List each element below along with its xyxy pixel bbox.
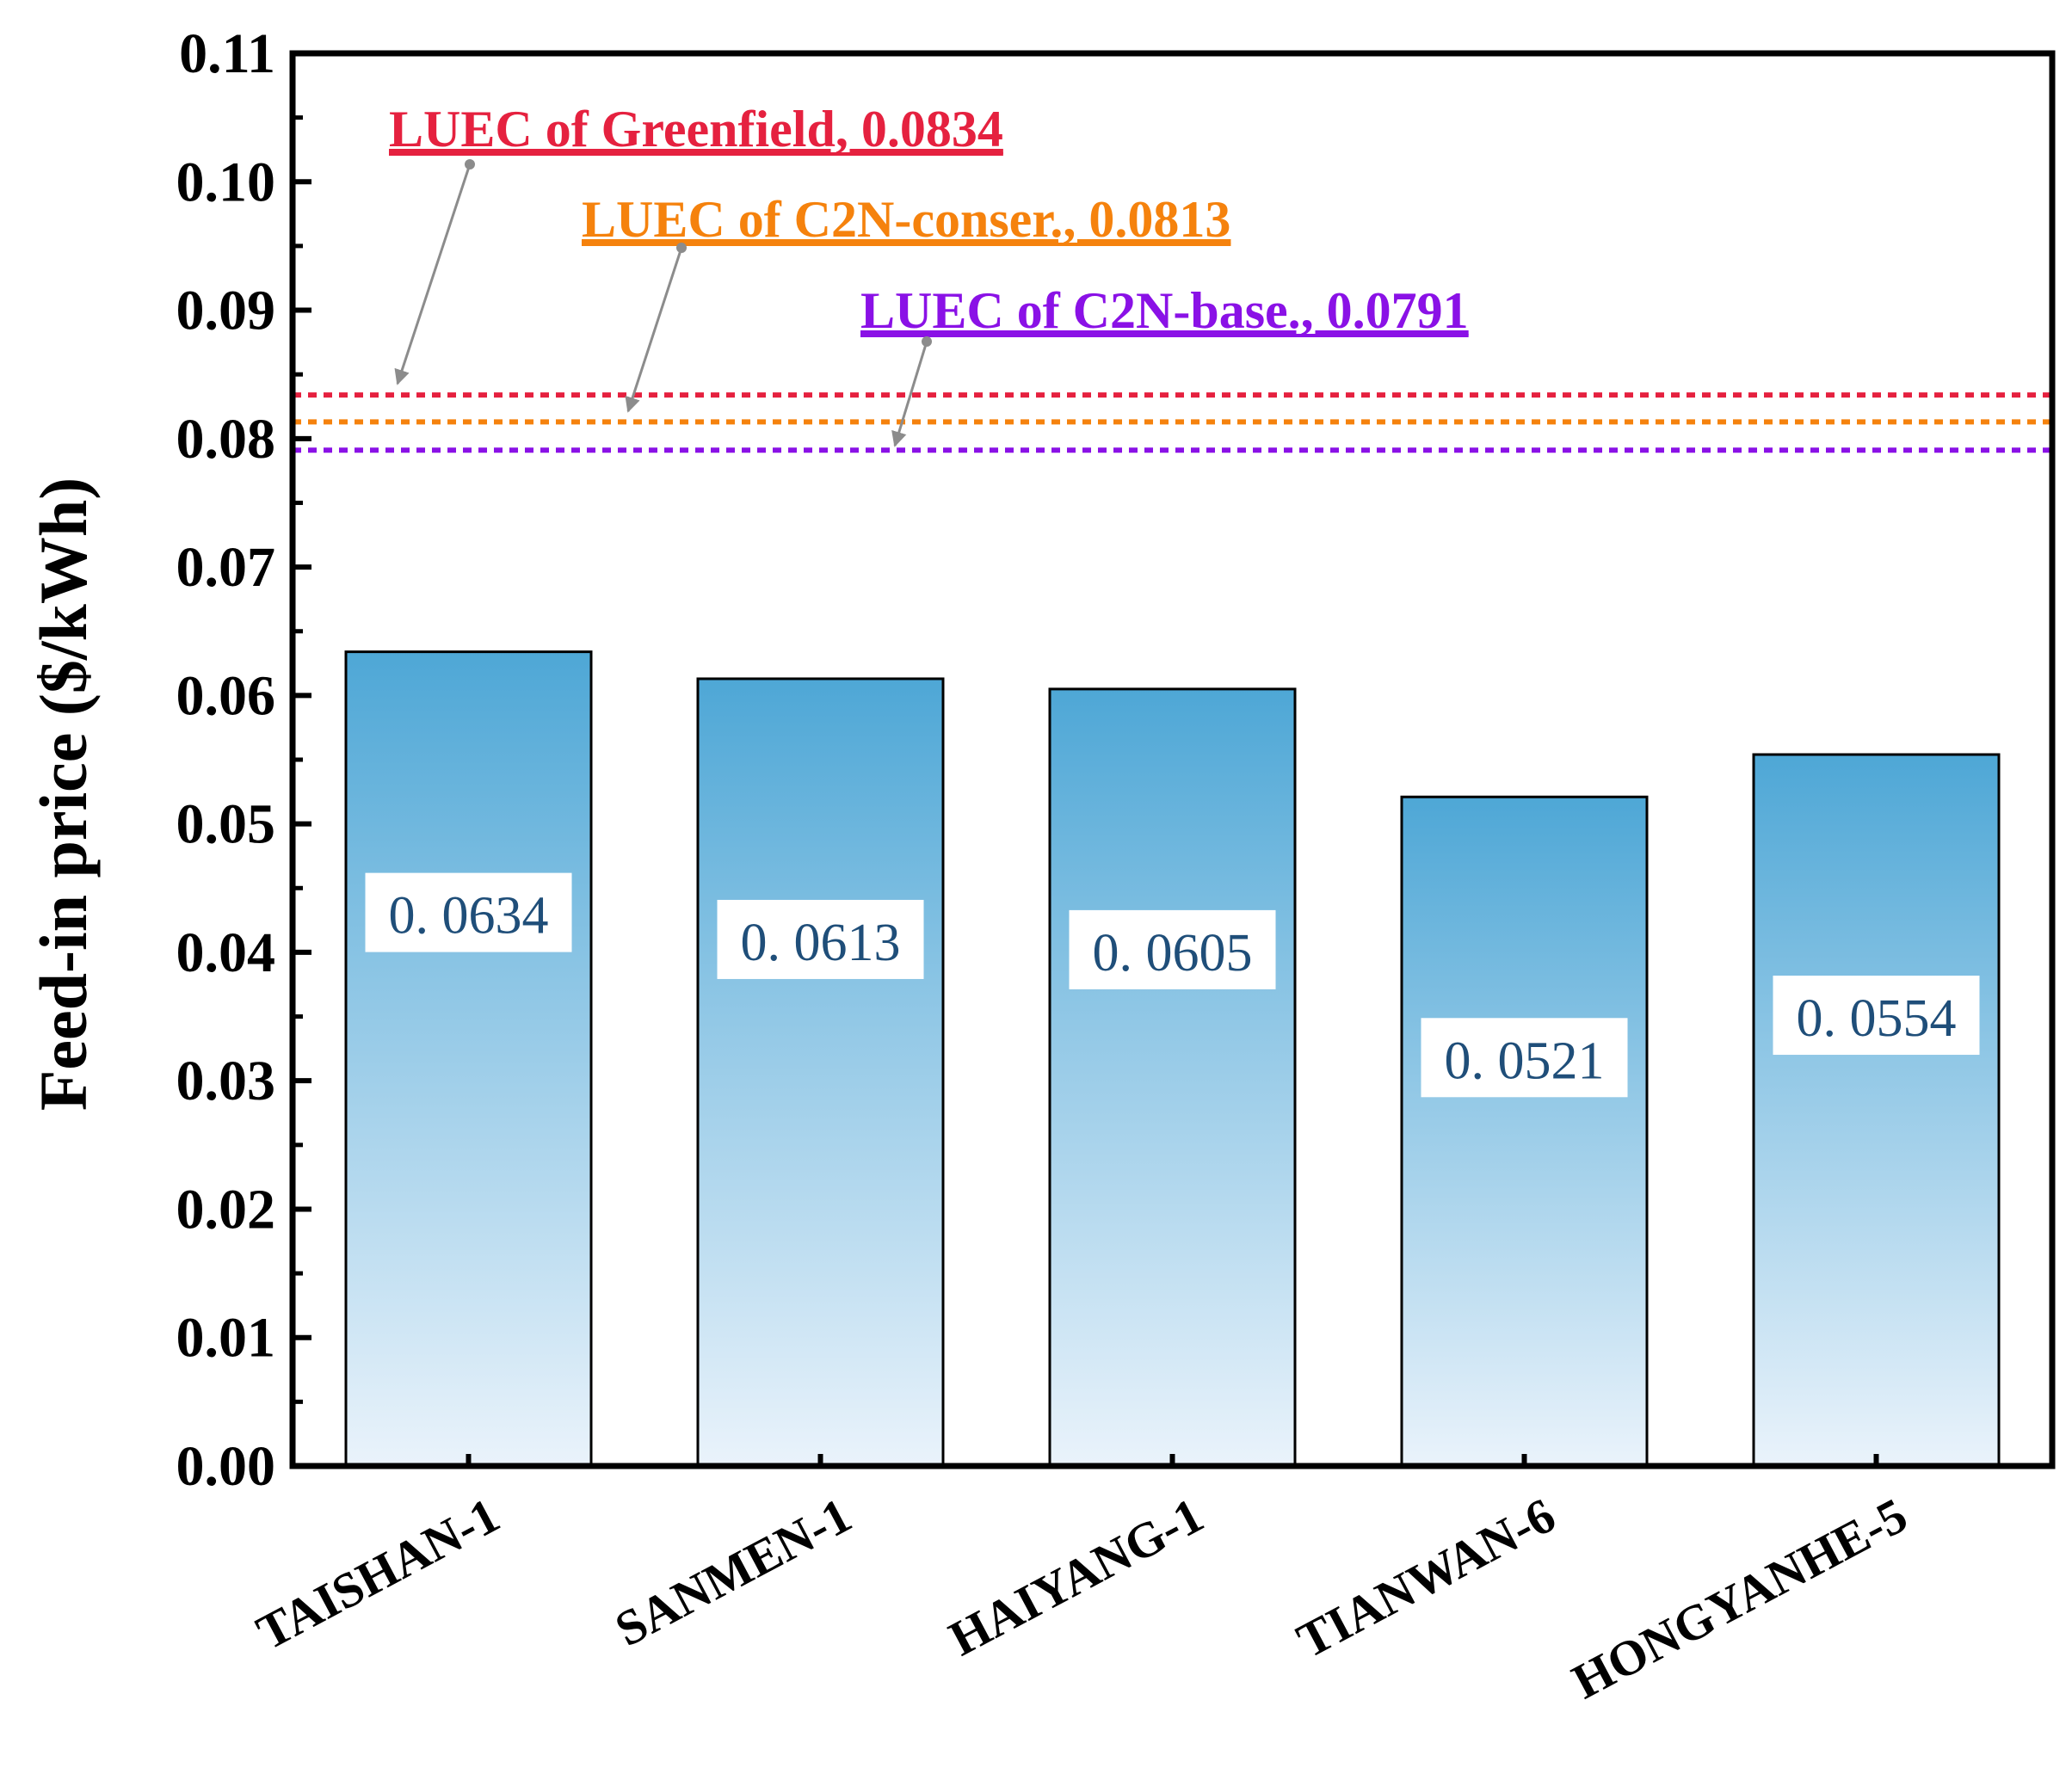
y-tick-label: 0.07 (176, 536, 276, 599)
x-tick-label: SANMEN-1 (606, 1487, 860, 1657)
y-tick-label: 0.09 (176, 280, 276, 342)
y-tick-label: 0.06 (176, 664, 276, 727)
y-tick-label: 0.10 (176, 151, 276, 213)
bar (1400, 795, 1649, 1468)
bar (696, 677, 945, 1468)
data-label-box (1069, 909, 1276, 989)
annotation-arrow (394, 163, 472, 385)
reference-label: LUEC of C2N-conser., 0.0813 (582, 191, 1230, 248)
x-tick-label: TAISHAN-1 (248, 1487, 509, 1660)
data-label-box (365, 872, 572, 952)
data-label: 0. 0634 (389, 887, 549, 946)
data-label-box (1773, 976, 1980, 1056)
bar (344, 650, 593, 1468)
data-label: 0. 0521 (1445, 1032, 1605, 1090)
bar (1752, 753, 2001, 1468)
x-tick-label: HONGYANHE-5 (1563, 1487, 1916, 1709)
x-tick-label: HAIYANG-1 (940, 1487, 1212, 1666)
data-label-box (717, 899, 924, 979)
y-tick-label: 0.01 (176, 1307, 276, 1370)
data-label: 0. 0605 (1093, 924, 1253, 982)
annotation-arrow (625, 247, 683, 413)
x-tick-label: TIANWAN-6 (1288, 1487, 1564, 1669)
data-label: 0. 0554 (1797, 989, 1957, 1048)
annotation-arrow (891, 341, 928, 447)
reference-label: LUEC of C2N-base., 0.0791 (860, 282, 1469, 339)
y-tick-label: 0.11 (179, 22, 275, 85)
y-axis-label: Feed-in price ($/kWh) (26, 477, 101, 1112)
y-tick-label: 0.02 (176, 1178, 276, 1241)
data-label-box (1421, 1018, 1628, 1098)
data-label: 0. 0613 (741, 914, 901, 972)
bar (1048, 687, 1297, 1468)
y-tick-label: 0.04 (176, 921, 276, 984)
reference-label: LUEC of Greenfield, 0.0834 (389, 101, 1003, 157)
y-tick-label: 0.03 (176, 1050, 276, 1112)
y-tick-label: 0.05 (176, 793, 276, 856)
y-tick-label: 0.00 (176, 1435, 276, 1498)
y-tick-label: 0.08 (176, 408, 276, 471)
